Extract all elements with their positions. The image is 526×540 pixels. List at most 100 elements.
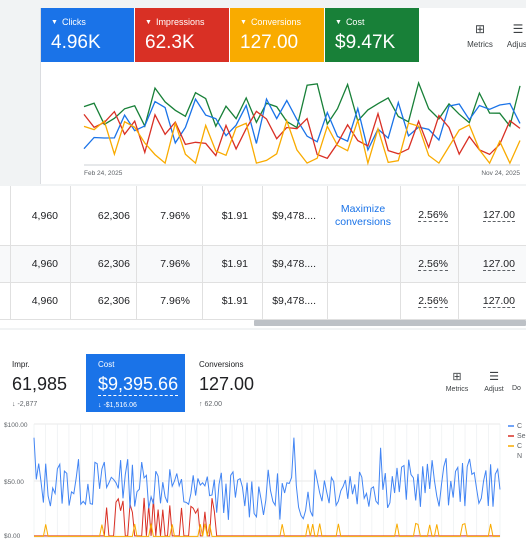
cell-text: 127.00	[482, 257, 515, 271]
cost-scorecard[interactable]: ▼ Cost $9.47K	[325, 8, 419, 62]
cell-text: 4,960	[31, 295, 58, 307]
column-divider	[400, 283, 401, 319]
scorecard-label: Conversions	[250, 17, 301, 27]
column-divider	[10, 186, 11, 245]
scorecard-value: 61,985	[12, 374, 68, 394]
cell-text: Maximize conversions	[334, 202, 392, 228]
cell-ctr: 7.96%	[130, 246, 190, 282]
scorecard-label: Conversions	[199, 360, 244, 369]
cell-bid-strategy[interactable]: Maximize conversions	[326, 186, 400, 245]
adjust-button-label: Adjust	[484, 386, 504, 393]
series-c-line	[34, 522, 500, 537]
cell-text: $9,478....	[272, 295, 316, 307]
adjust-button[interactable]: ☰ Adjust	[501, 22, 526, 49]
metrics-icon: ⊞	[452, 371, 462, 383]
cell-text: 2.56%	[418, 257, 448, 271]
top-performance-card: ▼ Clicks 4.96K ▼ Impressions 62.3K ▼ Conver…	[40, 8, 526, 184]
table-row[interactable]: 4,960 62,306 7.96% $1.91 $9,478.... 2.56% 127.…	[0, 283, 526, 320]
table-row[interactable]: 4,960 62,306 7.96% $1.91 $9,478.... 2.56% 127.…	[0, 246, 526, 283]
column-divider	[400, 186, 401, 245]
column-divider	[70, 246, 71, 282]
legend-label[interactable]: N	[517, 453, 522, 460]
cell-clicks: 4,960	[0, 283, 58, 319]
cell-text: $1.91	[221, 258, 248, 270]
table-row[interactable]: 4,960 62,306 7.96% $1.91 $9,478.... Maximize …	[0, 186, 526, 246]
clicks-series-line	[83, 97, 521, 152]
cell-text: 127.00	[482, 294, 515, 308]
cost-series-line	[33, 437, 501, 520]
column-divider	[327, 186, 328, 245]
cell-cost: $9,478....	[248, 246, 316, 282]
adjust-button[interactable]: ☰ Adjust	[479, 370, 509, 393]
cost-scorecard[interactable]: Cost $9,395.66 ↓ -$1,516.06	[86, 354, 185, 412]
scorecard-value: $9,395.66	[98, 374, 179, 396]
x-end-label: Nov 24, 2025	[481, 170, 520, 177]
dropdown-caret-icon: ▼	[240, 18, 247, 26]
dropdown-caret-icon: ▼	[145, 18, 152, 26]
cell-ctr: 7.96%	[130, 186, 190, 245]
impressions-scorecard[interactable]: ▼ Impressions 62.3K	[135, 8, 229, 62]
cell-text: 62,306	[97, 295, 130, 307]
cell-text: 7.96%	[160, 258, 190, 270]
cell-text: $9,478....	[272, 209, 316, 222]
legend-label[interactable]: Se	[517, 433, 526, 440]
column-divider	[262, 246, 263, 282]
column-divider	[262, 186, 263, 245]
cell-text: 2.56%	[418, 294, 448, 308]
conversions-scorecard[interactable]: ▼ Conversions 127.00	[230, 8, 324, 62]
metrics-button-label: Metrics	[467, 40, 493, 49]
cell-bid-strategy[interactable]	[326, 283, 400, 319]
cell-avg-cpc: $1.91	[190, 246, 248, 282]
metrics-button[interactable]: ⊞ Metrics	[463, 22, 497, 49]
horizontal-scrollbar[interactable]	[254, 320, 526, 326]
column-divider	[327, 283, 328, 319]
y-tick-label: $0.00	[4, 533, 21, 540]
impressions-scorecard[interactable]: Impr. 61,985 ↓ -2,877	[0, 354, 84, 412]
cell-conv-rate[interactable]: 2.56%	[400, 283, 448, 319]
column-divider	[70, 186, 71, 245]
cell-conversions[interactable]: 127.00	[455, 283, 515, 319]
metrics-button[interactable]: ⊞ Metrics	[442, 370, 472, 393]
cell-conv-rate[interactable]: 2.56%	[400, 246, 448, 282]
scorecard-value: 62.3K	[145, 32, 195, 53]
clicks-scorecard[interactable]: ▼ Clicks 4.96K	[41, 8, 134, 62]
column-divider	[10, 283, 11, 319]
cell-bid-strategy[interactable]	[326, 246, 400, 282]
conversions-scorecard[interactable]: Conversions 127.00 ↑ 62.00	[187, 354, 283, 412]
x-start-label: Feb 24, 2025	[84, 170, 123, 177]
scorecard-label: Cost	[345, 17, 365, 27]
cell-ctr: 7.96%	[130, 283, 190, 319]
column-divider	[10, 246, 11, 282]
conversions-series-line	[83, 117, 521, 166]
column-divider	[202, 246, 203, 282]
adjust-button-label: Adjust	[506, 40, 526, 49]
cell-conversions[interactable]: 127.00	[455, 186, 515, 245]
cell-text: $1.91	[221, 209, 248, 222]
cell-text: 127.00	[482, 209, 515, 222]
legend-label[interactable]: C	[517, 443, 522, 450]
adjust-icon: ☰	[512, 22, 524, 36]
cell-text: 4,960	[31, 258, 58, 270]
cell-cost: $9,478....	[248, 186, 316, 245]
dropdown-caret-icon: ▼	[335, 18, 342, 26]
cell-clicks: 4,960	[0, 186, 58, 245]
scorecard-delta: ↑ 62.00	[199, 401, 222, 408]
cell-conversions[interactable]: 127.00	[455, 246, 515, 282]
top-performance-panel: ▼ Clicks 4.96K ▼ Impressions 62.3K ▼ Conver…	[0, 0, 526, 186]
cell-conv-rate[interactable]: 2.56%	[400, 186, 448, 245]
cell-clicks: 4,960	[0, 246, 58, 282]
legend-label[interactable]: C	[517, 423, 522, 430]
download-button[interactable]: Do	[512, 370, 526, 392]
cell-text: $9,478....	[272, 258, 316, 270]
impressions-series-line	[83, 110, 521, 160]
scorecard-label: Impr.	[12, 360, 30, 369]
campaign-table: 4,960 62,306 7.96% $1.91 $9,478.... Maximize …	[0, 186, 526, 328]
cell-avg-cpc: $1.91	[190, 186, 248, 245]
column-divider	[262, 283, 263, 319]
cell-text: 2.56%	[418, 209, 448, 222]
metrics-icon: ⊞	[474, 22, 486, 36]
cell-impr: 62,306	[58, 246, 130, 282]
metrics-button-label: Metrics	[445, 386, 469, 393]
scorecard-value: $9.47K	[335, 32, 396, 53]
scorecard-delta: ↓ -$1,516.06	[98, 402, 137, 409]
